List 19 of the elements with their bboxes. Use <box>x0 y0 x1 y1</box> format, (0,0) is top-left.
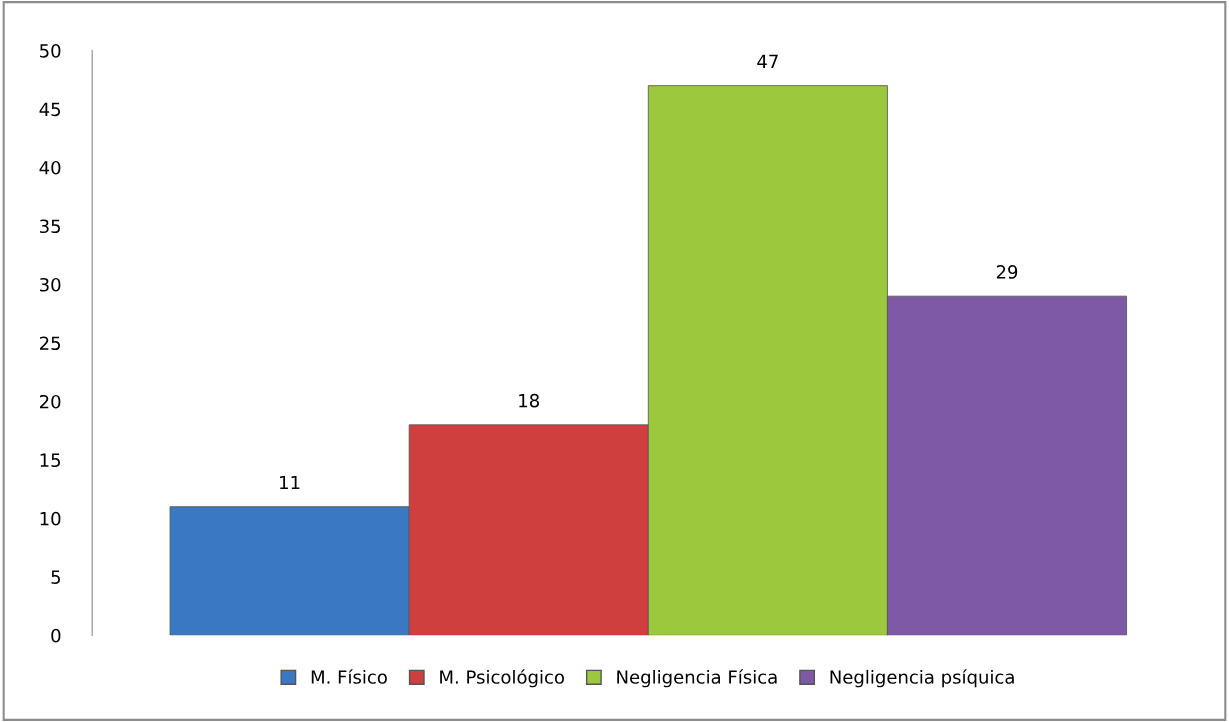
y-tick-label: 10 <box>40 511 61 526</box>
y-tick-label: 45 <box>39 102 61 117</box>
y-tick-label: 20 <box>39 394 61 409</box>
data-label: 11 <box>280 475 300 490</box>
data-label: 47 <box>757 54 778 68</box>
y-tick-label: 0 <box>51 628 61 643</box>
y-tick-label: 30 <box>40 277 61 292</box>
legend-label: M. Físico <box>311 669 387 684</box>
y-tick-label: 35 <box>40 219 61 234</box>
legend-label: M. Psicológico <box>440 669 564 688</box>
y-tick-label: 50 <box>40 44 61 58</box>
y-tick-label: 40 <box>39 160 61 175</box>
y-tick-label: 25 <box>39 336 61 351</box>
y-tick-label: 5 <box>51 570 61 584</box>
y-tick-label: 15 <box>40 453 61 468</box>
data-label: 29 <box>996 265 1018 279</box>
data-label: 18 <box>519 393 539 408</box>
legend-label: Negligencia psíquica <box>830 669 1014 688</box>
legend-label: Negligencia Física <box>617 669 777 688</box>
